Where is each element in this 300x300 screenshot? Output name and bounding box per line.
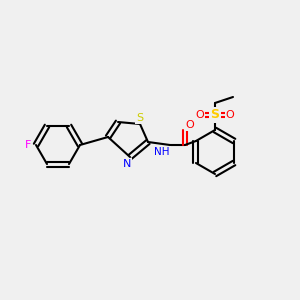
Text: S: S bbox=[136, 113, 144, 123]
Text: O: O bbox=[226, 110, 234, 120]
Text: O: O bbox=[196, 110, 204, 120]
Text: S: S bbox=[211, 109, 220, 122]
Text: F: F bbox=[25, 140, 31, 150]
Text: NH: NH bbox=[154, 147, 170, 157]
Text: O: O bbox=[186, 120, 194, 130]
Text: N: N bbox=[123, 159, 131, 169]
